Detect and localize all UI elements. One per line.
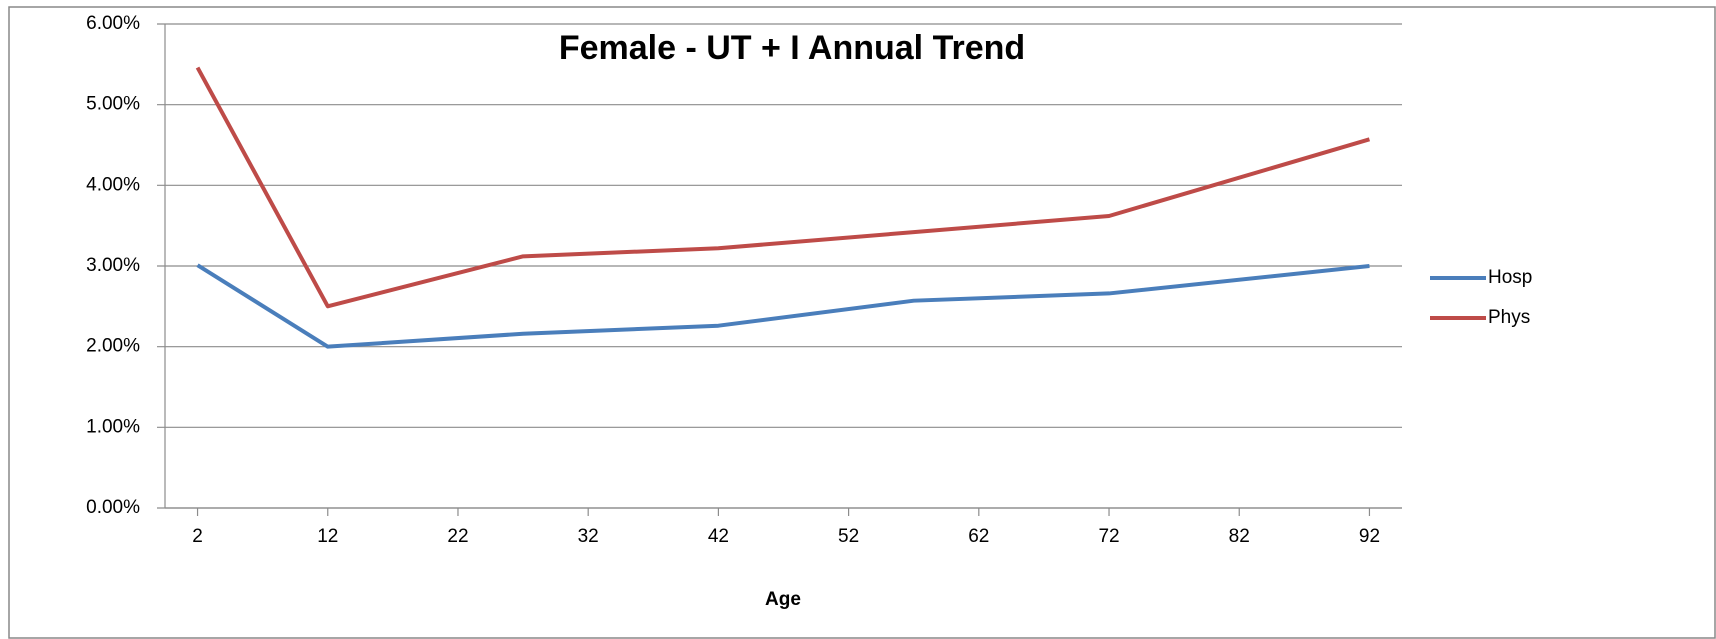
line-series — [195, 66, 1371, 309]
x-tick-label: 22 — [447, 526, 468, 547]
x-axis-title: Age — [765, 589, 801, 610]
y-tick-label: 1.00% — [86, 416, 140, 437]
chart-border — [8, 6, 1716, 639]
y-tick-label: 6.00% — [86, 13, 140, 34]
legend-label: Phys — [1488, 307, 1530, 328]
x-tick-label: 42 — [708, 526, 729, 547]
x-tick-label: 72 — [1098, 526, 1119, 547]
x-tick-label: 32 — [578, 526, 599, 547]
x-tick-label: 2 — [192, 526, 203, 547]
y-tick-label: 0.00% — [86, 497, 140, 518]
y-tick-label: 2.00% — [86, 336, 140, 357]
x-tick-label: 62 — [968, 526, 989, 547]
x-tick-label: 82 — [1229, 526, 1250, 547]
x-tick-label: 92 — [1359, 526, 1380, 547]
y-tick-label: 4.00% — [86, 174, 140, 195]
y-tick-label: 5.00% — [86, 94, 140, 115]
line-series — [196, 263, 1370, 349]
x-tick-label: 12 — [317, 526, 338, 547]
chart-title: Female - UT + I Annual Trend — [559, 29, 1025, 67]
legend-label: Hosp — [1488, 267, 1532, 288]
x-tick-label: 52 — [838, 526, 859, 547]
y-tick-label: 3.00% — [86, 255, 140, 276]
